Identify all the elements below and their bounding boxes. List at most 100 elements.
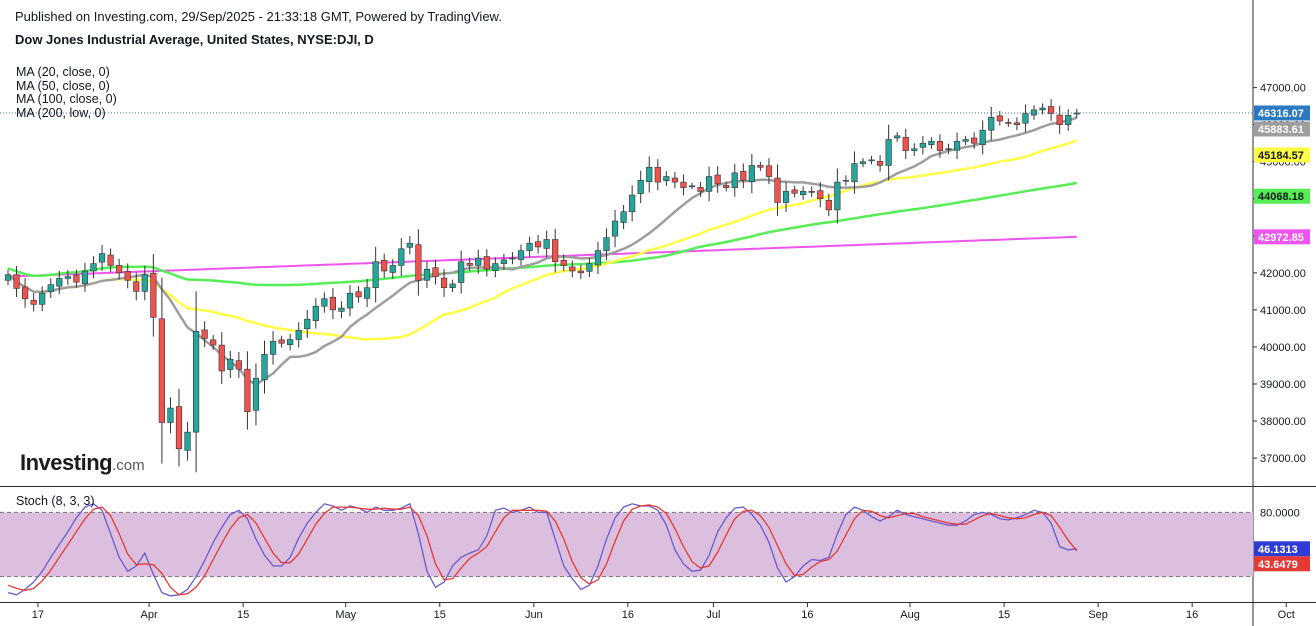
time-tick-label: Oct (1278, 609, 1295, 621)
candle-body (381, 259, 388, 272)
candle-body (971, 137, 978, 144)
ma20-line (7, 116, 1078, 387)
candle-body (39, 292, 46, 305)
candle-body (808, 191, 815, 193)
candle-body (723, 185, 730, 188)
candle-body (355, 291, 362, 298)
time-tick-label: 15 (237, 609, 249, 621)
time-tick-label: May (335, 609, 356, 621)
candle-body (64, 276, 71, 279)
candle-body (885, 139, 892, 166)
candle-body (876, 161, 884, 166)
candle-body (133, 281, 140, 292)
candle-body (586, 263, 593, 272)
time-tick-label: Jul (706, 609, 720, 621)
candle-body (911, 148, 918, 151)
candle-body (235, 360, 242, 370)
candle-body (714, 174, 721, 185)
candle-body (30, 299, 37, 305)
price-tag-bg (1254, 147, 1310, 163)
candle-body (21, 286, 29, 300)
candle-body (1065, 115, 1072, 125)
candle-body (953, 141, 961, 151)
candle-body (440, 277, 448, 288)
candle-body (193, 331, 200, 433)
price-tick-label: 39000.00 (1260, 379, 1306, 391)
time-tick-label: 16 (801, 609, 813, 621)
candle-body (107, 254, 114, 266)
price-tick-label: 38000.00 (1260, 416, 1306, 428)
candle-body (859, 161, 867, 164)
stoch-k-tag-label: 46.1313 (1258, 544, 1298, 556)
candle-body (646, 166, 653, 183)
candle-body (765, 165, 773, 177)
candle-body (868, 159, 875, 162)
candle-body (851, 163, 858, 183)
candle-body (825, 199, 832, 211)
time-tick-label: 15 (434, 609, 446, 621)
candle-body (629, 194, 636, 213)
candle-body (936, 141, 944, 151)
candle-body (492, 263, 499, 271)
candle-body (543, 239, 550, 249)
candle-body (261, 354, 268, 381)
candle-body (1039, 107, 1046, 111)
candle-body (996, 115, 1003, 122)
candle-body (800, 191, 807, 195)
price-tick-label: 47000.00 (1260, 83, 1306, 95)
time-tick-label: 16 (622, 609, 634, 621)
candle-body (1005, 122, 1012, 124)
candle-body (757, 165, 764, 168)
candle-body (210, 339, 217, 346)
candle-body (73, 274, 80, 283)
candle-body (287, 339, 294, 346)
candle-body (705, 176, 713, 192)
candle-body (1030, 109, 1038, 116)
candle-body (654, 166, 661, 183)
candle-body (338, 307, 345, 312)
legend-ma200[interactable]: MA (200, low, 0) (16, 105, 106, 120)
price-tick-label: 37000.00 (1260, 453, 1306, 465)
candle-body (329, 297, 337, 311)
price-tick-label: 41000.00 (1260, 305, 1306, 317)
ma50-line (7, 139, 1078, 341)
candle-body (534, 241, 542, 248)
candle-body (415, 244, 422, 281)
candle-body (141, 274, 148, 292)
candle-body (116, 265, 123, 274)
candle-body (4, 274, 12, 281)
candle-body (244, 368, 251, 413)
candle-body (346, 292, 354, 309)
candle-body (988, 116, 995, 131)
candle-body (594, 250, 602, 266)
candle-body (406, 242, 413, 248)
candle-body (774, 177, 781, 203)
candle-body (252, 378, 260, 411)
candle-body (372, 261, 379, 288)
candle-body (167, 407, 174, 423)
candle-body (902, 136, 909, 151)
candle-body (671, 177, 678, 183)
candle-body (919, 142, 926, 148)
candle-body (680, 181, 687, 188)
price-tag-bg (1254, 121, 1310, 137)
candle-body (449, 283, 456, 288)
stoch-legend[interactable]: Stoch (8, 3, 3) (16, 494, 95, 508)
candle-body (227, 358, 234, 370)
legend-ma50[interactable]: MA (50, close, 0) (16, 78, 110, 93)
logo-suffix: .com (112, 457, 145, 474)
candle-body (1022, 113, 1029, 124)
candle-body (517, 250, 525, 260)
price-tag-bg (1254, 105, 1310, 121)
candle-body (748, 165, 755, 183)
candle-body (500, 259, 508, 264)
candle-body (98, 253, 106, 263)
legend-ma20[interactable]: MA (20, close, 0) (16, 65, 110, 79)
time-tick-label: Apr (141, 609, 158, 621)
candle-body (603, 237, 610, 251)
candle-body (218, 344, 225, 372)
candle-body (1013, 122, 1020, 125)
legend-ma100[interactable]: MA (100, close, 0) (16, 92, 117, 107)
